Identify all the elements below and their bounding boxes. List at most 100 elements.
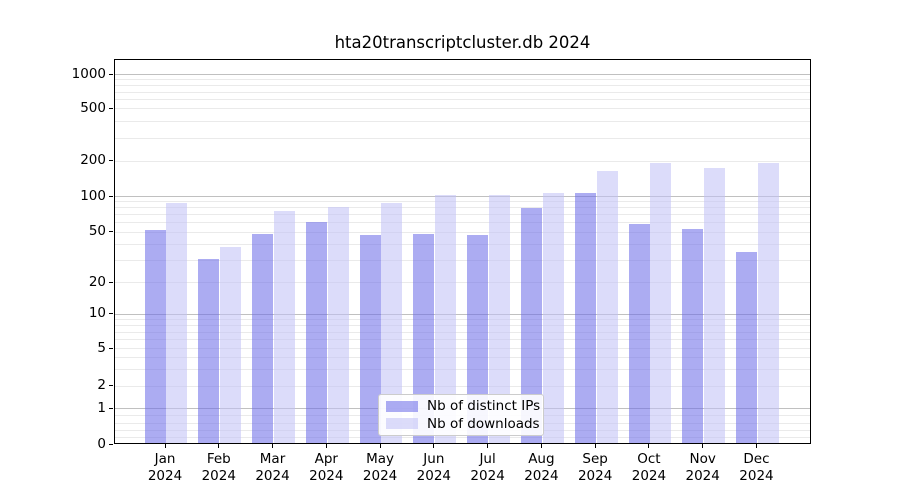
minor-gridline [115, 259, 810, 261]
y-axis-tick [109, 160, 113, 162]
x-axis-tick-label: Jan 2024 [147, 451, 183, 484]
minor-gridline [115, 137, 810, 139]
minor-gridline [115, 348, 810, 350]
legend-label-downloads: Nb of downloads [427, 415, 540, 432]
minor-gridline [115, 79, 810, 81]
legend-label-distinct-ips: Nb of distinct IPs [427, 398, 541, 415]
x-axis-tick-label: Nov 2024 [685, 451, 720, 484]
bar-distinct-ips [736, 252, 758, 443]
x-axis-tick [433, 444, 435, 448]
x-axis-tick [648, 444, 650, 448]
x-axis-tick-label: Jun 2024 [416, 451, 452, 484]
y-axis-tick-label: 500 [80, 99, 106, 116]
minor-gridline [115, 207, 810, 209]
minor-gridline [115, 121, 810, 123]
bar-downloads [542, 192, 564, 443]
y-axis-tick [109, 73, 113, 75]
x-axis-tick-label: Aug 2024 [524, 451, 559, 484]
minor-gridline [115, 339, 810, 341]
minor-gridline [115, 85, 810, 87]
minor-gridline [115, 324, 810, 326]
y-axis-tick-label: 100 [80, 187, 106, 204]
y-axis-tick [109, 407, 113, 409]
y-axis-tick-label: 20 [88, 273, 106, 290]
downloads-swatch [386, 418, 418, 430]
bar-distinct-ips [305, 222, 327, 443]
minor-gridline [115, 244, 810, 246]
x-axis-tick-label: Dec 2024 [739, 451, 774, 484]
legend-item-distinct-ips: Nb of distinct IPs [386, 398, 541, 415]
bar-downloads [273, 210, 295, 443]
y-axis-tick-label: 5 [97, 339, 106, 356]
x-axis-tick-label: Sep 2024 [577, 451, 613, 484]
minor-gridline [115, 99, 810, 101]
x-axis-tick [272, 444, 274, 448]
major-gridline [115, 196, 810, 197]
minor-gridline [115, 160, 810, 162]
y-axis-tick-label: 1 [97, 399, 106, 416]
bar-downloads [757, 163, 779, 443]
minor-gridline [115, 231, 810, 233]
x-axis-tick [594, 444, 596, 448]
bar-distinct-ips [467, 235, 489, 443]
bar-downloads [327, 207, 349, 443]
minor-gridline [115, 369, 810, 371]
bar-distinct-ips [682, 228, 704, 443]
bar-distinct-ips [574, 192, 596, 443]
y-axis-tick-label: 10 [88, 305, 106, 322]
x-axis-tick-label: Feb 2024 [201, 451, 236, 484]
bar-downloads [381, 202, 403, 443]
x-axis-tick [755, 444, 757, 448]
x-axis-tick-label: Mar 2024 [255, 451, 290, 484]
y-axis-tick-label: 200 [80, 152, 106, 169]
minor-gridline [115, 318, 810, 320]
bar-distinct-ips [144, 229, 166, 443]
x-axis-tick-label: Apr 2024 [309, 451, 344, 484]
minor-gridline [115, 385, 810, 387]
minor-gridline [115, 108, 810, 110]
minor-gridline [115, 91, 810, 93]
bar-downloads [166, 203, 188, 443]
minor-gridline [115, 357, 810, 359]
major-gridline [115, 313, 810, 315]
minor-gridline [115, 282, 810, 284]
y-axis-tick [109, 347, 113, 349]
distinct-ips-swatch [386, 400, 418, 412]
bar-downloads [489, 194, 511, 443]
x-axis-tick [218, 444, 220, 448]
bar-distinct-ips [198, 258, 220, 443]
bar-distinct-ips [413, 234, 435, 443]
x-axis-tick [325, 444, 327, 448]
minor-gridline [115, 222, 810, 224]
minor-gridline [115, 214, 810, 216]
x-axis-tick-label: May 2024 [362, 451, 398, 484]
y-axis-tick-label: 1000 [71, 65, 106, 82]
x-axis-tick [379, 444, 381, 448]
x-axis-tick [164, 444, 166, 448]
bar-downloads [220, 247, 242, 443]
bar-distinct-ips [628, 223, 650, 443]
y-axis-tick [109, 281, 113, 283]
x-axis-tick [702, 444, 704, 448]
y-axis-tick [109, 195, 113, 197]
y-axis-tick [109, 443, 113, 445]
minor-gridline [115, 436, 810, 438]
y-axis-tick [109, 107, 113, 109]
x-axis-tick-label: Jul 2024 [470, 451, 505, 484]
minor-gridline [115, 201, 810, 203]
bar-distinct-ips [359, 235, 381, 443]
minor-gridline [115, 331, 810, 333]
y-axis-tick-label: 2 [97, 377, 106, 394]
major-gridline [115, 74, 810, 75]
x-axis-tick [487, 444, 489, 448]
legend: Nb of distinct IPs Nb of downloads [378, 394, 544, 436]
y-axis-tick-label: 50 [88, 223, 106, 240]
x-axis-tick-label: Oct 2024 [631, 451, 667, 484]
bar-downloads [704, 167, 726, 443]
y-axis-tick-label: 0 [97, 435, 106, 452]
y-axis-tick [109, 231, 113, 233]
y-axis-tick [109, 313, 113, 315]
bar-downloads [596, 171, 618, 443]
y-axis-tick [109, 385, 113, 387]
